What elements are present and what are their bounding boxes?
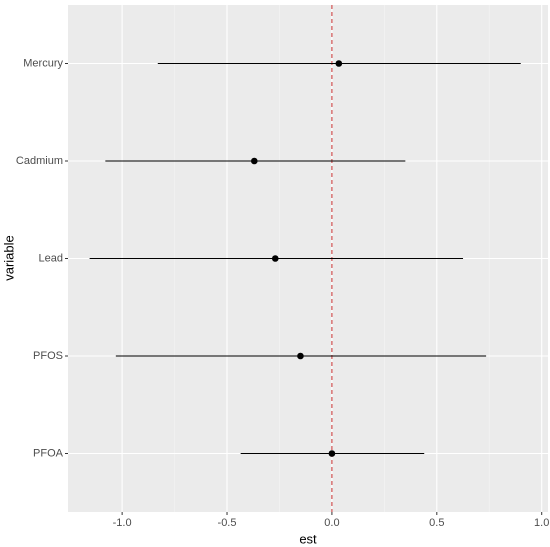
- x-axis-title: est: [299, 531, 317, 546]
- y-tick-label: Mercury: [23, 57, 63, 69]
- y-tick-label: Cadmium: [16, 155, 63, 167]
- y-tick-label: PFOS: [33, 350, 63, 362]
- point: [335, 60, 343, 67]
- x-tick-label: -1.0: [113, 517, 132, 529]
- y-axis-title: variable: [1, 235, 16, 281]
- point: [250, 157, 258, 165]
- x-tick-label: -0.5: [218, 517, 237, 529]
- point: [297, 352, 304, 360]
- x-tick-label: 0.5: [429, 517, 444, 529]
- y-tick-label: PFOA: [33, 447, 64, 459]
- x-tick-label: 0.0: [324, 517, 339, 529]
- point: [271, 255, 279, 262]
- y-tick-label: Lead: [39, 252, 63, 264]
- point: [328, 450, 336, 457]
- x-tick-label: 1.0: [534, 517, 549, 529]
